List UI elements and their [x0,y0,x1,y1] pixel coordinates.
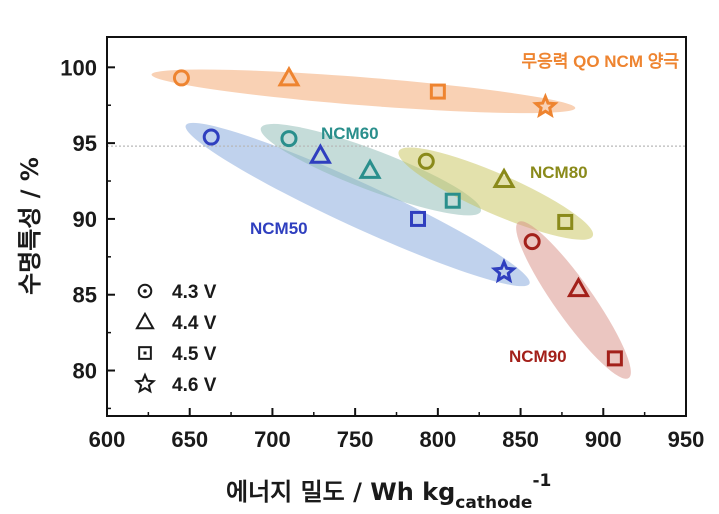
group-label: NCM90 [509,347,567,366]
group-ellipses [151,69,631,379]
group-ellipse [260,123,482,216]
group-label: 무응력 QO NCM 양극 [521,52,679,71]
x-tick-label: 650 [171,427,208,452]
legend-center-dot [143,351,147,355]
x-tick-label: 700 [254,427,291,452]
x-axis-title-sup: -1 [532,471,551,491]
x-axis-title-main: 에너지 밀도 / Wh kg [226,478,455,506]
legend: 4.3 V 4.4 V 4.5 V 4.6 V [133,282,217,396]
point-square [138,346,152,360]
x-tick-label: 950 [668,427,705,452]
y-tick-label: 80 [73,359,97,384]
data-points [172,65,623,367]
point-triangle [566,276,591,298]
point-circle [202,128,220,146]
point-star [532,92,559,118]
group-ellipse [185,122,530,287]
axis-ticks: 600 650 700 750 800 850 900 950 80 85 90 95 100 [60,55,704,452]
group-label: NCM60 [321,124,379,143]
x-axis-title: 에너지 밀도 / Wh kgcathode-1 [226,471,551,513]
legend-center-dot [143,289,147,293]
x-tick-label: 800 [419,427,456,452]
point-circle [137,283,153,299]
point-circle [280,130,298,148]
legend-label: 4.5 V [172,344,217,365]
point-circle [417,152,435,170]
point-circle [172,69,190,87]
point-square [557,213,574,230]
group-ellipse [151,69,576,114]
y-axis-title: 수명특성 / % [16,157,44,295]
y-tick-label: 100 [60,55,97,80]
y-tick-label: 90 [73,207,97,232]
point-star [490,258,518,284]
x-tick-label: 900 [585,427,622,452]
y-tick-label: 85 [73,283,97,308]
legend-label: 4.4 V [172,313,217,334]
group-labels: 무응력 QO NCM 양극 NCM50 NCM60 NCM80 NCM90 [250,52,679,366]
x-axis-title-sub: cathode [455,493,532,513]
point-triangle [358,158,382,179]
group-ellipse [516,221,631,379]
point-circle [523,233,541,251]
legend-label: 4.6 V [172,375,217,396]
point-triangle [492,167,516,189]
point-square [444,192,461,209]
x-tick-label: 600 [89,427,126,452]
group-label: NCM80 [530,163,588,182]
point-triangle [277,65,301,87]
point-square [429,83,446,100]
point-star [133,372,157,394]
x-tick-label: 750 [337,427,374,452]
y-tick-label: 95 [73,131,97,156]
x-tick-label: 850 [502,427,539,452]
legend-label: 4.3 V [172,282,217,303]
point-square [606,350,623,367]
point-triangle [308,143,332,164]
group-label: NCM50 [250,219,308,238]
point-triangle [135,311,155,330]
group-ellipse [398,147,594,240]
point-square [410,210,427,227]
